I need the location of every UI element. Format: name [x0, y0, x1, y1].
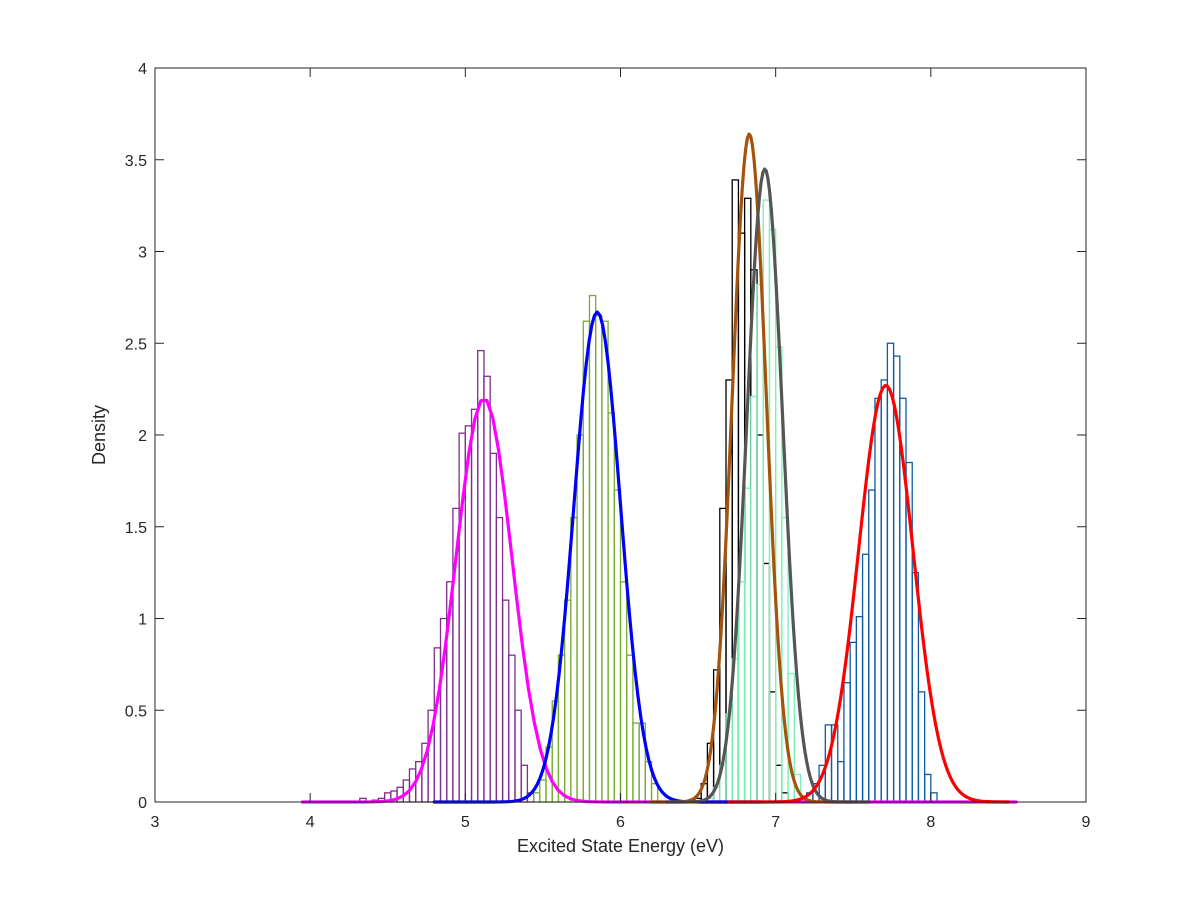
histogram-4 [706, 199, 808, 803]
histogram-4-bar [762, 199, 771, 803]
histogram-5-bar [917, 691, 926, 803]
histogram-2-bar [532, 792, 541, 803]
histogram-4-bar [737, 581, 746, 803]
histogram-1-bar [514, 709, 522, 803]
x-axis-label: Excited State Energy (eV) [517, 836, 724, 856]
y-tick-label: 1.5 [125, 520, 147, 537]
histogram-4-bar [743, 487, 752, 803]
histogram-5 [806, 342, 938, 803]
y-tick-label: 2 [138, 428, 147, 445]
x-tick-label: 4 [306, 814, 315, 831]
histogram-2-bar [563, 599, 572, 803]
histogram-5-bar [880, 379, 889, 803]
x-tick-label: 9 [1082, 814, 1091, 831]
histogram-2-bar [576, 434, 584, 803]
histogram-4-bar [756, 283, 764, 803]
histogram-1-bar [495, 516, 504, 803]
x-tick-label: 5 [461, 814, 470, 831]
x-tick-label: 6 [616, 814, 625, 831]
y-tick-label: 0.5 [125, 703, 147, 720]
histogram-5-bar [874, 397, 882, 803]
histogram-3-bar [768, 691, 777, 803]
histogram-3-bar [775, 764, 783, 803]
histogram-5-bar [843, 682, 851, 803]
histogram-2-bar [601, 320, 609, 803]
y-tick-label: 3.5 [125, 153, 147, 170]
histogram-5-bar [923, 773, 932, 803]
fit-curve-3 [649, 132, 855, 804]
histogram-1-bar [501, 599, 510, 803]
x-tick-label: 7 [771, 814, 780, 831]
histogram-3-bar [756, 434, 764, 803]
histogram-3-bar [762, 562, 771, 803]
histogram-2-bar [626, 654, 634, 803]
fit-curve-2 [432, 310, 762, 804]
histogram-5-bar [849, 641, 858, 803]
y-tick-label: 1 [138, 612, 147, 629]
histogram-layer [359, 179, 938, 803]
y-tick-label: 2.5 [125, 336, 147, 353]
histogram-5-bar [855, 616, 864, 803]
histogram-2-bar [588, 294, 597, 803]
histogram-5-bar [911, 571, 920, 803]
fit-curve-1 [300, 398, 1018, 804]
histogram-5-bar [886, 342, 895, 803]
histogram-1-bar [489, 452, 498, 803]
x-tick-label: 8 [926, 814, 935, 831]
histogram-5-bar [861, 553, 870, 803]
histogram-1-bar [433, 647, 442, 803]
histogram-3-bar [743, 197, 752, 803]
fit-curves-layer [300, 132, 1018, 804]
y-axis-label: Density [89, 405, 109, 465]
histogram-2-bar [539, 779, 547, 803]
axes: 3 4 5 6 7 8 9 0 0.5 1 1.5 2 2.5 3 3.5 4 [125, 61, 1091, 831]
histogram-1-bar [483, 375, 491, 803]
histogram-5-bar [837, 760, 845, 803]
y-tick-label: 0 [138, 795, 147, 812]
histogram-1-bar [477, 349, 485, 803]
y-tick-label: 3 [138, 245, 147, 262]
histogram-4-bar [750, 395, 758, 803]
histogram-1-bar [470, 408, 479, 803]
histogram-2-bar [619, 581, 628, 803]
histogram-2-bar [595, 315, 603, 803]
y-tick-label: 4 [138, 61, 147, 78]
histogram-2-bar [607, 412, 615, 803]
histogram-2-bar [570, 516, 578, 803]
histogram-5-bar [868, 489, 876, 803]
x-tick-label: 3 [151, 814, 160, 831]
histogram-1-bar [508, 654, 516, 803]
histogram-2-bar [632, 722, 640, 803]
histogram-4-bar [781, 516, 789, 803]
histogram-1 [359, 349, 535, 803]
histogram-2-bar [613, 489, 622, 803]
